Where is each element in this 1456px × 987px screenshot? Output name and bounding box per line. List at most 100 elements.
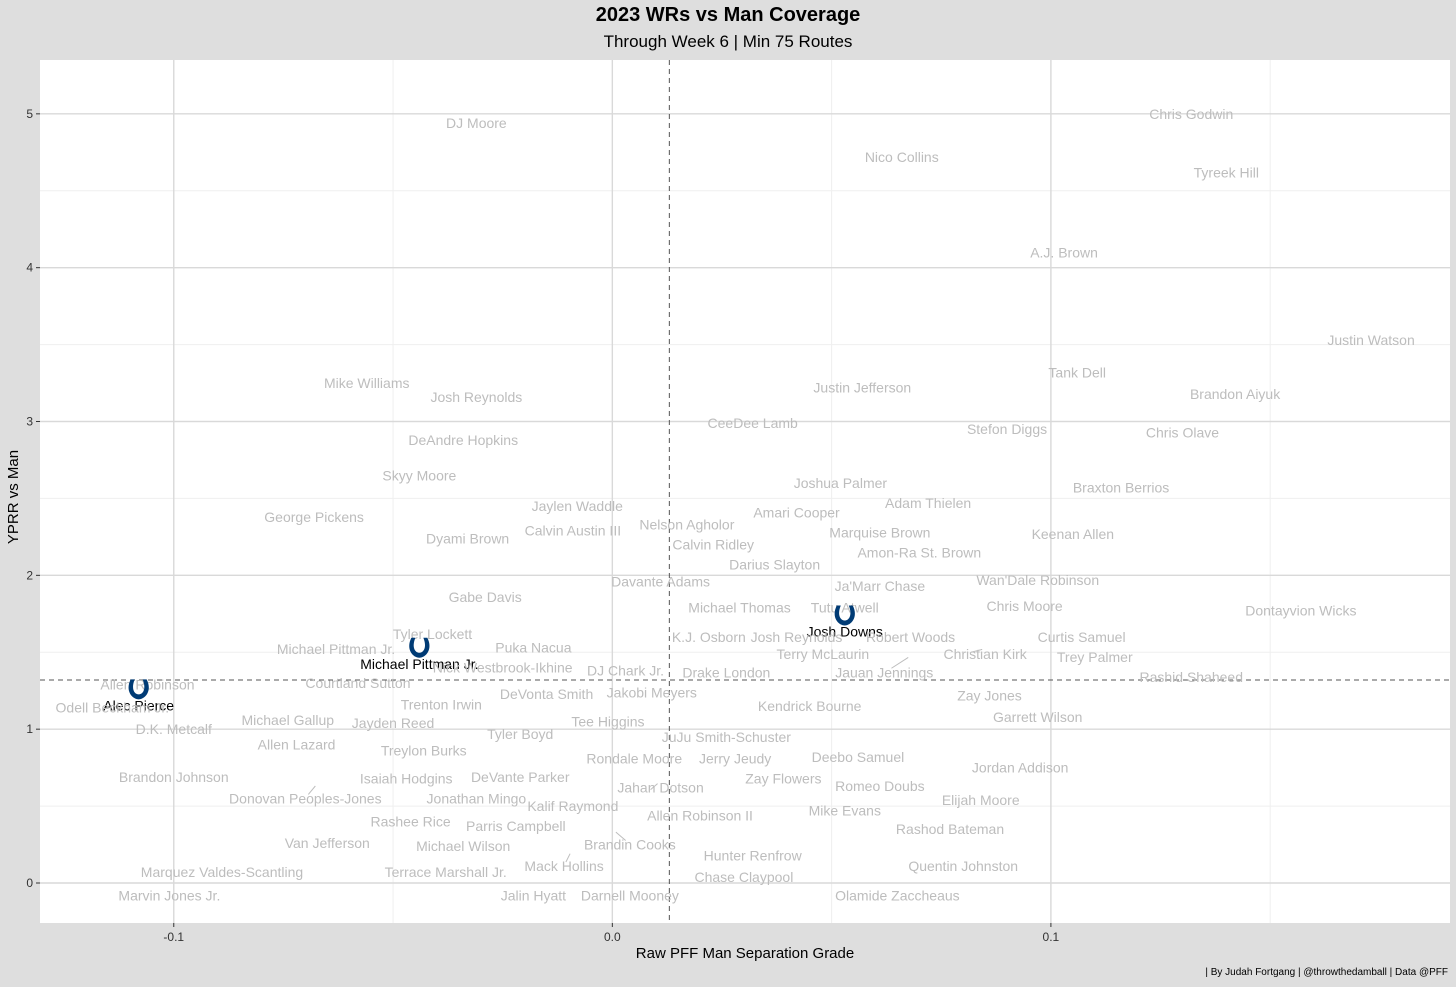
player-label: Amon-Ra St. Brown <box>857 544 981 560</box>
player-label: Allen Robinson II <box>647 807 753 823</box>
player-label: Gabe Davis <box>449 589 522 605</box>
player-label: Odell Beckham Jr. <box>56 700 170 716</box>
player-label: Darius Slayton <box>729 557 820 573</box>
player-label: Rashod Bateman <box>896 821 1004 837</box>
player-label: Terrace Marshall Jr. <box>385 864 507 880</box>
player-label: Calvin Austin III <box>525 523 622 539</box>
player-label: Davante Adams <box>611 573 710 589</box>
player-label: Zay Flowers <box>745 770 821 786</box>
player-label: Courtland Sutton <box>305 675 410 691</box>
player-label: Rashid Shaheed <box>1139 669 1243 685</box>
player-label: JuJu Smith-Schuster <box>662 729 791 745</box>
player-label: Rashee Rice <box>371 813 451 829</box>
leader-line <box>891 657 909 669</box>
horseshoe-shape <box>409 637 430 658</box>
player-label: Michael Gallup <box>241 712 334 728</box>
player-label: Mack Hollins <box>524 858 603 874</box>
player-label: CeeDee Lamb <box>708 415 798 431</box>
player-label: Chris Olave <box>1146 424 1219 440</box>
player-label: Kalif Raymond <box>527 798 618 814</box>
leader-line <box>615 831 627 841</box>
leader-line <box>970 649 982 653</box>
x-tick-label: -0.1 <box>163 930 184 944</box>
player-label: Robert Woods <box>866 629 955 645</box>
player-label: DeVante Parker <box>471 769 570 785</box>
player-label: A.J. Brown <box>1030 244 1098 260</box>
caption: | By Judah Fortgang | @throwthedamball |… <box>1205 967 1448 978</box>
player-label: D.K. Metcalf <box>136 721 212 737</box>
axis-ticks: -0.1 0.0 0.1 0 1 2 3 4 5 <box>26 107 1059 944</box>
player-label: Van Jefferson <box>285 835 370 851</box>
player-label: Jalin Hyatt <box>501 887 566 903</box>
player-label: Dyami Brown <box>426 530 509 546</box>
y-tick-label: 4 <box>26 261 33 275</box>
player-label: Zay Jones <box>957 687 1022 703</box>
player-label: Justin Watson <box>1327 332 1414 348</box>
horseshoe-shape <box>834 605 855 626</box>
player-label: Jerry Jeudy <box>699 750 771 766</box>
leader-line <box>307 785 316 795</box>
player-label: Michael Thomas <box>688 600 790 616</box>
player-label: Olamide Zaccheaus <box>835 887 960 903</box>
chart-subtitle: Through Week 6 | Min 75 Routes <box>603 32 853 51</box>
player-label: Nico Collins <box>865 149 939 165</box>
player-label: Wan'Dale Robinson <box>976 572 1099 588</box>
player-label: Michael Wilson <box>416 838 510 854</box>
player-label: Jordan Addison <box>972 760 1069 776</box>
grid-lines <box>40 60 1450 923</box>
y-axis-label: YPRR vs Man <box>5 450 22 544</box>
highlight-player-label: Michael Pittman Jr. <box>360 656 478 672</box>
x-axis-label: Raw PFF Man Separation Grade <box>636 945 854 962</box>
leader-line <box>650 783 658 791</box>
player-label: Calvin Ridley <box>672 537 754 553</box>
player-label: Garrett Wilson <box>993 709 1082 725</box>
colts-horseshoe-icon <box>409 637 430 658</box>
player-label: Trey Palmer <box>1057 649 1133 665</box>
horseshoe-shape <box>128 679 149 700</box>
player-label: Deebo Samuel <box>812 749 905 765</box>
player-label: Tee Higgins <box>571 713 644 729</box>
plot-panel <box>40 60 1450 923</box>
player-label: K.J. Osborn <box>672 629 746 645</box>
player-label: Chase Claypool <box>694 869 793 885</box>
highlight-player-label: Alec Pierce <box>103 697 174 713</box>
leader-line <box>565 853 571 863</box>
y-tick-label: 2 <box>26 568 33 582</box>
player-label: Mike Evans <box>809 803 881 819</box>
player-label: Isaiah Hodgins <box>360 770 453 786</box>
player-label: Treylon Burks <box>381 743 467 759</box>
x-tick-label: 0.0 <box>604 930 621 944</box>
player-label: Michael Pittman Jr. <box>277 641 395 657</box>
y-tick-label: 1 <box>26 722 33 736</box>
player-label: George Pickens <box>264 509 364 525</box>
player-label: Parris Campbell <box>466 818 566 834</box>
player-label: DJ Moore <box>446 115 507 131</box>
player-label: Kendrick Bourne <box>758 698 862 714</box>
player-label: Tyler Lockett <box>393 626 472 642</box>
player-label: Darnell Mooney <box>581 887 679 903</box>
player-label: Jakobi Meyers <box>607 684 697 700</box>
player-label: DeVonta Smith <box>500 686 593 702</box>
player-label: Nick Westbrook-Ikhine <box>433 660 573 676</box>
player-label: Terry McLaurin <box>777 646 870 662</box>
player-label: Jauan Jennings <box>835 664 933 680</box>
player-label: Stefon Diggs <box>967 421 1047 437</box>
player-label: Amari Cooper <box>753 504 840 520</box>
player-label: Romeo Doubs <box>835 778 925 794</box>
player-label: Marquez Valdes-Scantling <box>141 864 303 880</box>
player-label: Chris Moore <box>986 598 1062 614</box>
player-label: Rondale Moore <box>586 750 682 766</box>
player-label: Christian Kirk <box>943 646 1027 662</box>
highlight-markers <box>128 605 855 700</box>
player-label: Trenton Irwin <box>401 697 482 713</box>
player-label: Joshua Palmer <box>794 475 888 491</box>
colts-horseshoe-icon <box>834 605 855 626</box>
player-label: Marquise Brown <box>829 524 930 540</box>
player-label: Adam Thielen <box>885 495 971 511</box>
y-tick-label: 0 <box>26 876 33 890</box>
player-label: Brandin Cooks <box>584 837 676 853</box>
reference-lines <box>40 60 1450 923</box>
player-labels: Alec Pierce Michael Pittman Jr. Josh Downs… <box>56 106 1415 903</box>
player-label: Jayden Reed <box>352 715 435 731</box>
